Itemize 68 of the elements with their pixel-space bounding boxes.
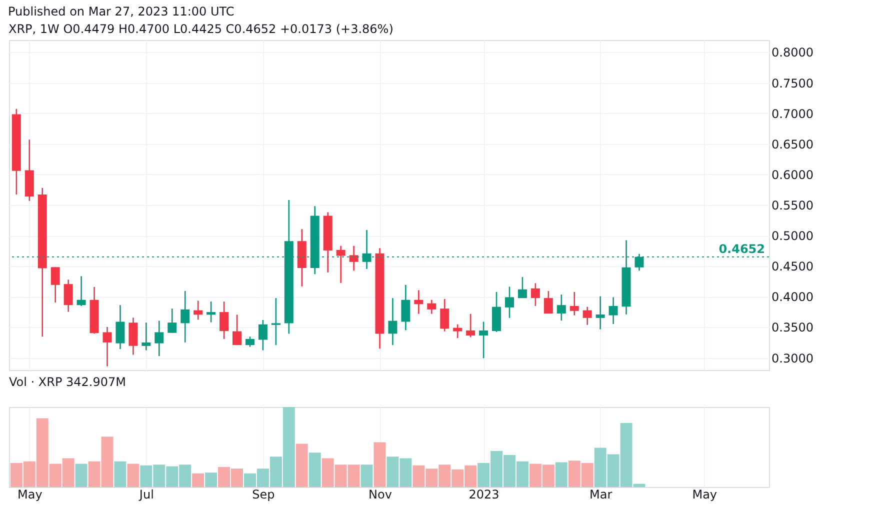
candlestick bbox=[388, 297, 398, 346]
candlestick bbox=[64, 279, 73, 312]
candlestick bbox=[608, 296, 618, 325]
candlestick bbox=[596, 296, 605, 330]
candlestick bbox=[336, 245, 346, 284]
candlestick bbox=[245, 336, 254, 348]
y-tick-label: 0.6500 bbox=[772, 137, 814, 152]
candlestick bbox=[582, 306, 592, 326]
y-tick-label: 0.5500 bbox=[772, 198, 814, 212]
candlestick bbox=[116, 304, 125, 350]
candlestick bbox=[194, 300, 203, 320]
candlestick bbox=[102, 326, 112, 367]
y-tick-label: 0.6000 bbox=[772, 168, 814, 182]
candlestick bbox=[440, 298, 450, 332]
candlestick bbox=[154, 320, 164, 357]
candlestick bbox=[504, 286, 514, 319]
candlestick bbox=[180, 290, 190, 344]
y-tick-label: 0.8000 bbox=[772, 46, 814, 60]
candlestick bbox=[556, 294, 566, 322]
bar bbox=[555, 462, 568, 487]
candlestick bbox=[530, 282, 540, 307]
candlestick bbox=[414, 290, 424, 314]
x-tick-label: Nov bbox=[368, 488, 392, 502]
x-tick-label: Jul bbox=[138, 488, 154, 502]
bar bbox=[75, 464, 88, 487]
bar bbox=[205, 472, 218, 487]
candlestick bbox=[50, 266, 60, 304]
candlestick bbox=[258, 319, 268, 351]
x-tick-label: May bbox=[17, 488, 42, 502]
candlestick bbox=[168, 308, 177, 334]
bar bbox=[127, 464, 140, 487]
candlestick bbox=[427, 299, 436, 314]
candlestick bbox=[271, 297, 280, 346]
candlestick bbox=[220, 300, 229, 340]
candlestick bbox=[232, 314, 242, 346]
text: Published on Mar 27, 2023 11:00 UTC bbox=[8, 4, 234, 18]
candlestick bbox=[544, 290, 553, 314]
ref-line-label: 0.4652 bbox=[718, 242, 765, 256]
x-tick-label: 2023 bbox=[468, 488, 500, 502]
chart-title: Vol · XRP 342.907M bbox=[9, 375, 126, 389]
bar bbox=[114, 461, 126, 487]
candlestick bbox=[453, 324, 462, 339]
y-tick-label: 0.5000 bbox=[772, 229, 814, 244]
candlestick bbox=[570, 291, 579, 316]
candlestick bbox=[142, 322, 151, 351]
y-tick-label: 0.7000 bbox=[772, 106, 814, 121]
bar bbox=[192, 473, 204, 487]
bar bbox=[360, 464, 373, 487]
y-tick-label: 0.3500 bbox=[772, 320, 814, 335]
candlestick bbox=[349, 245, 358, 272]
candlestick bbox=[466, 313, 476, 338]
bar bbox=[296, 444, 308, 487]
y-tick-label: 0.7500 bbox=[772, 76, 814, 90]
x-tick-label: Mar bbox=[589, 488, 612, 502]
x-tick-label: May bbox=[692, 488, 718, 502]
y-tick-label: 0.4500 bbox=[772, 260, 814, 274]
chart-title: XRP, 1W O0.4479 H0.4700 L0.4425 C0.4652 +0.0173 (+3.86%) bbox=[8, 22, 394, 36]
bar bbox=[308, 452, 321, 487]
candlestick bbox=[206, 300, 216, 323]
candlestick bbox=[128, 316, 138, 356]
candlestick bbox=[518, 276, 527, 299]
candlestick bbox=[401, 284, 410, 331]
bar bbox=[374, 442, 386, 487]
y-tick-label: 0.4000 bbox=[772, 290, 814, 304]
candlestick bbox=[479, 321, 488, 359]
candlestick bbox=[76, 276, 86, 307]
y-tick-label: 0.3000 bbox=[772, 351, 814, 366]
x-tick-label: Sep bbox=[252, 488, 275, 502]
